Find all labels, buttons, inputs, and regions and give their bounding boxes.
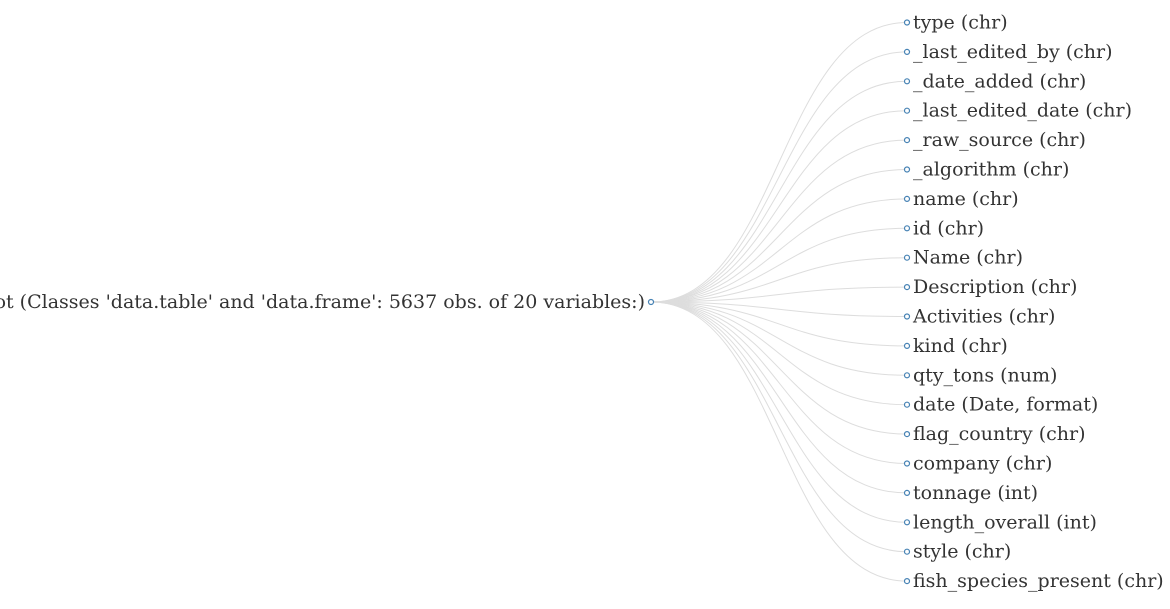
child-node-label: type (chr) [913, 12, 1008, 34]
child-node-circle[interactable] [905, 490, 910, 495]
tree-link [651, 302, 907, 493]
child-nodes: type (chr) _last_edited_by (chr) _date_add… [905, 12, 1164, 593]
child-node[interactable]: Activities (chr) [905, 306, 1056, 328]
tree-link [651, 140, 907, 302]
child-node-circle[interactable] [905, 549, 910, 554]
child-node-circle[interactable] [905, 314, 910, 319]
tree-link [651, 302, 907, 405]
child-node-circle[interactable] [905, 49, 910, 54]
child-node-circle[interactable] [905, 255, 910, 260]
child-node[interactable]: name (chr) [905, 188, 1019, 210]
child-node[interactable]: Name (chr) [905, 247, 1024, 269]
tree-link [651, 170, 907, 303]
child-node-circle[interactable] [905, 226, 910, 231]
child-node-circle[interactable] [905, 343, 910, 348]
child-node-circle[interactable] [905, 432, 910, 437]
child-node-label: _raw_source (chr) [913, 129, 1086, 151]
child-node[interactable]: style (chr) [905, 541, 1012, 563]
child-node[interactable]: qty_tons (num) [905, 364, 1058, 386]
child-node-label: tonnage (int) [913, 482, 1038, 504]
child-node[interactable]: _raw_source (chr) [905, 129, 1086, 151]
tree-link [651, 302, 907, 522]
child-node-circle[interactable] [905, 20, 910, 25]
tree-link [651, 302, 907, 434]
tree-link [651, 23, 907, 303]
child-node-label: length_overall (int) [913, 511, 1097, 533]
child-node[interactable]: tonnage (int) [905, 482, 1039, 504]
child-node-circle[interactable] [905, 373, 910, 378]
child-node-label: _algorithm (chr) [913, 159, 1069, 181]
child-node-circle[interactable] [905, 579, 910, 584]
child-node-circle[interactable] [905, 196, 910, 201]
root-node[interactable]: root (Classes 'data.table' and 'data.fra… [0, 291, 654, 313]
child-node-circle[interactable] [905, 285, 910, 290]
child-node[interactable]: fish_species_present (chr) [905, 570, 1164, 592]
tree-links [651, 23, 907, 582]
child-node[interactable]: id (chr) [905, 217, 985, 239]
child-node[interactable]: type (chr) [905, 12, 1008, 34]
child-node-label: Activities (chr) [912, 306, 1055, 328]
tree-link [651, 302, 907, 464]
child-node-label: kind (chr) [913, 335, 1008, 357]
tree-link [651, 302, 907, 375]
child-node[interactable]: Description (chr) [905, 276, 1078, 298]
child-node[interactable]: date (Date, format) [905, 394, 1099, 416]
tree-link [651, 111, 907, 302]
child-node-circle[interactable] [905, 402, 910, 407]
child-node-label: Description (chr) [913, 276, 1077, 298]
child-node[interactable]: company (chr) [905, 453, 1053, 475]
child-node-circle[interactable] [905, 79, 910, 84]
child-node-label: flag_country (chr) [913, 423, 1086, 445]
child-node-label: fish_species_present (chr) [913, 570, 1164, 592]
child-node-label: _last_edited_date (chr) [913, 100, 1132, 122]
child-node-circle[interactable] [905, 520, 910, 525]
child-node[interactable]: kind (chr) [905, 335, 1008, 357]
child-node-circle[interactable] [905, 138, 910, 143]
child-node[interactable]: length_overall (int) [905, 511, 1097, 533]
tree-link [651, 199, 907, 302]
root-node-circle[interactable] [649, 300, 654, 305]
child-node[interactable]: _last_edited_by (chr) [905, 41, 1113, 63]
child-node-circle[interactable] [905, 461, 910, 466]
child-node-label: _date_added (chr) [913, 70, 1086, 92]
child-node[interactable]: _algorithm (chr) [905, 159, 1070, 181]
child-node-label: Name (chr) [913, 247, 1023, 269]
tree-link [651, 81, 907, 302]
child-node[interactable]: _last_edited_date (chr) [905, 100, 1133, 122]
tree-link [651, 228, 907, 302]
child-node-circle[interactable] [905, 108, 910, 113]
child-node[interactable]: _date_added (chr) [905, 70, 1087, 92]
child-node-label: id (chr) [913, 217, 984, 239]
child-node-label: _last_edited_by (chr) [913, 41, 1113, 63]
child-node-label: style (chr) [913, 541, 1011, 563]
child-node-label: company (chr) [913, 453, 1052, 475]
child-node-label: date (Date, format) [913, 394, 1098, 416]
child-node-circle[interactable] [905, 167, 910, 172]
child-node-label: qty_tons (num) [913, 364, 1057, 386]
child-node[interactable]: flag_country (chr) [905, 423, 1086, 445]
child-node-label: name (chr) [913, 188, 1019, 210]
root-label: root (Classes 'data.table' and 'data.fra… [0, 291, 645, 313]
